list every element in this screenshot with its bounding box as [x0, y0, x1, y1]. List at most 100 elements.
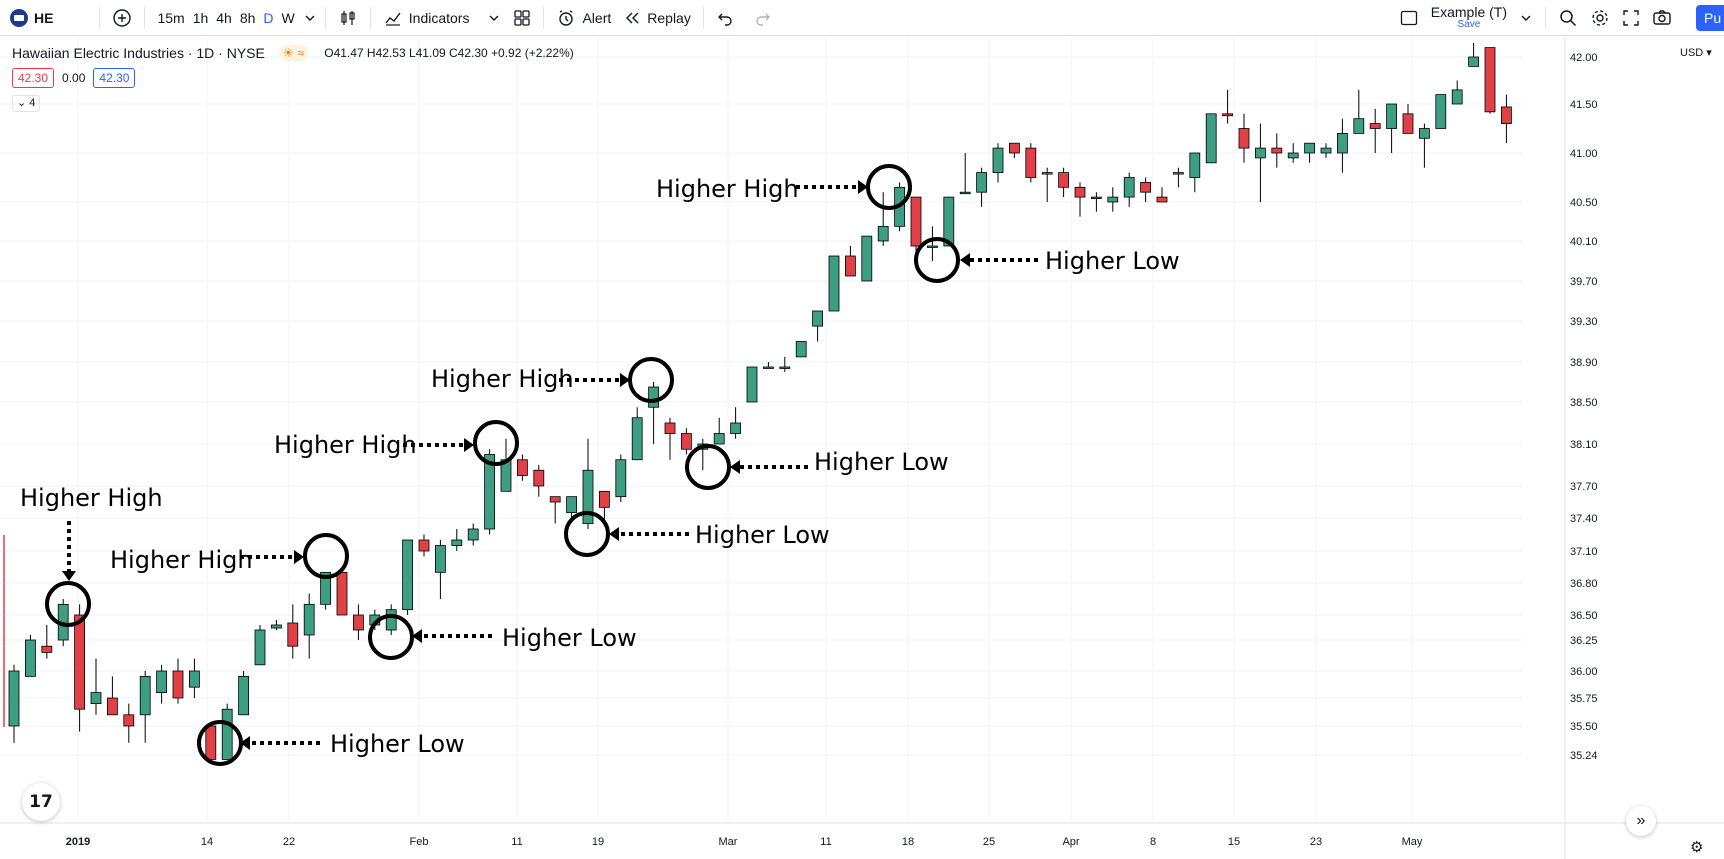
chevron-down-icon[interactable] [303, 11, 317, 25]
candle [1238, 113, 1250, 163]
candle-body [1041, 172, 1053, 175]
candle-body [41, 645, 53, 653]
interval-15m[interactable]: 15m [157, 9, 185, 26]
candle-body [1238, 128, 1250, 149]
publish-button[interactable]: Pu [1696, 5, 1724, 31]
legend-title[interactable]: Hawaiian Electric Industries · 1D · NYSE [12, 45, 265, 61]
annotation-higher-low: Higher Low [502, 624, 637, 652]
interval-d[interactable]: D [263, 9, 274, 26]
y-tick-label: 38.10 [1570, 439, 1598, 451]
arrow-head [960, 253, 970, 267]
candle-body [205, 725, 217, 760]
candle [1484, 47, 1496, 114]
toolbar-divider [1545, 6, 1546, 29]
chart-area[interactable]: 42.00 41.50 41.00 40.50 40.10 39.70 39.30 38.90… [0, 37, 1724, 859]
undo-button[interactable] [710, 0, 740, 36]
candle [156, 664, 168, 704]
chart-type-button[interactable] [332, 0, 364, 36]
annotation-higher-low: Higher Low [330, 730, 465, 758]
market-status-badge[interactable]: ☀ ≈ [278, 45, 309, 61]
candle-body [1205, 113, 1217, 164]
interval-8h[interactable]: 8h [239, 9, 256, 26]
candle-body [287, 622, 299, 647]
currency-selector[interactable]: USD ▾ [1680, 46, 1712, 59]
indicator-count: 4 [29, 97, 36, 109]
annotation-higher-low: Higher Low [695, 521, 830, 549]
alert-button[interactable]: Alert [550, 0, 617, 36]
candlestick-chart[interactable]: 42.00 41.50 41.00 40.50 40.10 39.70 39.30 38.90… [0, 37, 1724, 859]
y-tick-label: 37.10 [1570, 546, 1598, 558]
candle [517, 454, 528, 481]
templates-button[interactable] [507, 0, 537, 36]
sun-icon: ☀ [282, 46, 294, 60]
symbol-logo-icon [10, 8, 28, 27]
tradingview-logo-icon[interactable]: 17 [22, 783, 60, 821]
redo-button[interactable] [748, 0, 778, 36]
gear-icon [1592, 9, 1608, 26]
alert-label: Alert [582, 9, 612, 26]
chevron-down-icon[interactable] [487, 11, 501, 25]
candle-body [566, 496, 577, 514]
candle-body [303, 603, 315, 636]
toolbar-divider [324, 6, 326, 29]
annotation-higher-high: Higher High [274, 431, 417, 459]
candle-body [959, 191, 971, 195]
annotation-higher-low: Higher Low [814, 448, 949, 476]
candle [1041, 167, 1053, 202]
layout-button[interactable] [1393, 0, 1425, 36]
candle-body [74, 614, 85, 710]
wave-icon: ≈ [297, 46, 305, 60]
candle-body [1271, 147, 1283, 154]
search-button[interactable] [1552, 0, 1584, 36]
candle-body [533, 469, 545, 487]
candle-body [123, 714, 135, 727]
x-tick-label: 11 [511, 836, 522, 848]
candle-body [713, 433, 725, 445]
candle-body [517, 459, 528, 476]
interval-w[interactable]: W [281, 9, 295, 26]
layout-menu-button[interactable] [1513, 0, 1539, 36]
candle [1025, 143, 1037, 183]
candle-body [238, 676, 250, 716]
candle-body [992, 147, 1004, 173]
candle [1337, 118, 1348, 173]
candle-body [599, 490, 610, 508]
y-tick-label: 42.00 [1570, 52, 1598, 64]
spread-value: 0.00 [62, 71, 86, 85]
candle [795, 341, 807, 358]
interval-1h[interactable]: 1h [192, 9, 209, 26]
annotation-circle [368, 614, 414, 660]
annotation-circle [197, 720, 243, 766]
indicators-button[interactable]: Indicators [377, 0, 508, 36]
symbol-search[interactable]: HE [0, 0, 59, 36]
candle [303, 593, 315, 659]
candle [877, 192, 889, 246]
candle [1419, 123, 1430, 168]
indicators-collapse-toggle[interactable]: ⌄ 4 [12, 95, 41, 112]
annotation-circle [914, 237, 960, 283]
candle-body [1074, 186, 1086, 198]
candle [763, 362, 774, 369]
compare-button[interactable] [106, 0, 138, 36]
interval-4h[interactable]: 4h [216, 9, 232, 26]
save-layout-button[interactable]: Example (T) Save [1425, 0, 1513, 36]
x-tick-label: 14 [201, 836, 213, 848]
interval-bar: 15m 1h 4h 8h D W [151, 0, 318, 36]
sell-price-box[interactable]: 42.30 [12, 68, 55, 88]
candle-body [1173, 172, 1184, 175]
chevron-down-icon [1521, 15, 1531, 21]
replay-label: Replay [647, 9, 691, 26]
settings-button[interactable] [1584, 0, 1616, 36]
scroll-to-realtime-button[interactable]: » [1626, 806, 1656, 836]
fullscreen-button[interactable] [1616, 0, 1646, 36]
scale-settings-gear-icon[interactable]: ⚙ [1690, 839, 1704, 856]
fullscreen-icon [1623, 9, 1639, 26]
candle [74, 604, 85, 732]
candle [107, 676, 118, 716]
snapshot-button[interactable] [1646, 0, 1678, 36]
replay-button[interactable]: Replay [617, 0, 697, 36]
candle-body [1156, 196, 1168, 203]
buy-price-box[interactable]: 42.30 [93, 68, 136, 88]
candle-body [107, 697, 118, 716]
